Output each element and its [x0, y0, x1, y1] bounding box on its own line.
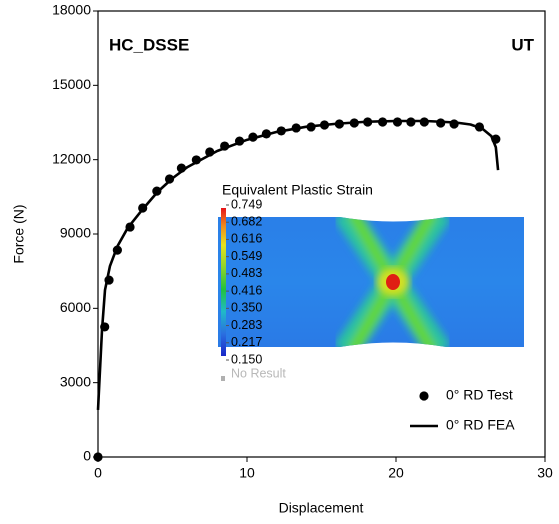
inset-image: [218, 208, 524, 381]
data-point: [138, 203, 147, 212]
legend-marker: [419, 391, 428, 400]
data-point: [320, 120, 329, 129]
inset-title: Equivalent Plastic Strain: [222, 182, 373, 198]
data-point: [104, 275, 113, 284]
data-point: [262, 129, 271, 138]
no-result-swatch: [221, 376, 225, 381]
data-point: [165, 174, 174, 183]
data-point: [406, 117, 415, 126]
data-point: [393, 117, 402, 126]
x-tick-label: 0: [94, 465, 102, 481]
chart: HC_DSSE UT Equivalent Plastic Strain No …: [0, 0, 559, 524]
y-tick-label: 12000: [52, 150, 91, 166]
data-point: [491, 135, 500, 144]
y-axis-label: Force (N): [11, 204, 27, 263]
data-point: [475, 122, 484, 131]
data-point: [152, 187, 161, 196]
colorbar-label: 0.217: [231, 335, 262, 349]
data-point: [100, 322, 109, 331]
page: {"chart_data": {"type": "line", "xlabel"…: [0, 0, 559, 524]
data-point: [363, 117, 372, 126]
colorbar-label: 0.483: [231, 266, 262, 280]
data-point: [350, 118, 359, 127]
x-axis-label: Displacement: [279, 500, 364, 516]
x-tick-label: 20: [388, 465, 404, 481]
colorbar-label: 0.749: [231, 197, 262, 211]
colorbar: [221, 208, 226, 356]
data-point: [220, 141, 229, 150]
data-point: [113, 246, 122, 255]
x-tick-label: 10: [239, 465, 255, 481]
data-point: [205, 147, 214, 156]
data-point: [306, 122, 315, 131]
data-point: [378, 117, 387, 126]
y-tick-label: 18000: [52, 2, 91, 18]
no-result-label: No Result: [231, 366, 286, 380]
data-point: [335, 119, 344, 128]
legend-label: 0° RD Test: [446, 387, 513, 403]
colorbar-label: 0.283: [231, 318, 262, 332]
x-tick-label: 30: [537, 465, 553, 481]
y-tick-label: 9000: [60, 225, 91, 241]
y-tick-label: 6000: [60, 299, 91, 315]
y-tick-label: 0: [83, 448, 91, 464]
colorbar-label: 0.616: [231, 232, 262, 246]
data-point: [125, 222, 134, 231]
data-point: [277, 126, 286, 135]
data-point: [436, 118, 445, 127]
annotation: HC_DSSE: [109, 35, 189, 54]
data-point: [248, 133, 257, 142]
data-point: [235, 136, 244, 145]
data-point: [177, 163, 186, 172]
colorbar-label: 0.549: [231, 249, 262, 263]
colorbar-label: 0.350: [231, 301, 262, 315]
annotation: UT: [511, 35, 534, 54]
data-point: [450, 119, 459, 128]
data-point: [192, 155, 201, 164]
legend-label: 0° RD FEA: [446, 417, 515, 433]
y-tick-label: 15000: [52, 76, 91, 92]
y-tick-label: 3000: [60, 373, 91, 389]
colorbar-label: 0.416: [231, 283, 262, 297]
colorbar-label: 0.150: [231, 352, 262, 366]
data-point: [292, 123, 301, 132]
colorbar-label: 0.682: [231, 215, 262, 229]
data-point: [420, 117, 429, 126]
data-point: [93, 452, 102, 461]
